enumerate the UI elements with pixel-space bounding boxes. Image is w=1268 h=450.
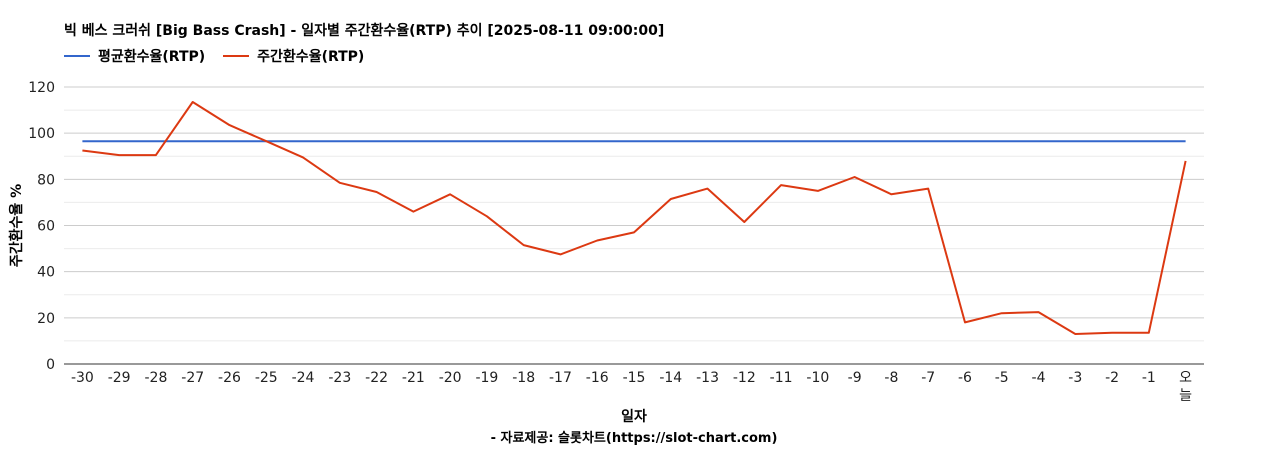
x-tick-label: -23: [328, 370, 351, 386]
x-tick-label: -21: [402, 370, 425, 386]
x-tick-label: -14: [659, 370, 682, 386]
legend-item-average[interactable]: 평균환수율(RTP): [64, 46, 205, 66]
x-tick-label: -22: [365, 370, 388, 386]
legend-swatch-average: [64, 55, 90, 57]
x-tick-label: -10: [806, 370, 829, 386]
legend-label-weekly: 주간환수율(RTP): [257, 49, 365, 65]
x-tick-label: -28: [144, 370, 167, 386]
x-tick-label: -15: [623, 370, 646, 386]
y-tick-label: 40: [37, 265, 55, 281]
x-tick-label: -13: [696, 370, 719, 386]
x-tick-label: -18: [512, 370, 535, 386]
x-tick-label: -26: [218, 370, 241, 386]
x-tick-label: -20: [439, 370, 462, 386]
x-tick-label: -27: [181, 370, 204, 386]
x-tick-label: -17: [549, 370, 572, 386]
y-tick-label: 20: [37, 311, 55, 327]
x-tick-label: -11: [770, 370, 793, 386]
y-axis-title: 주간환수율 %: [8, 184, 25, 267]
x-tick-label: -9: [848, 370, 862, 386]
x-tick-label: -3: [1068, 370, 1082, 386]
legend-swatch-weekly: [223, 55, 250, 57]
x-tick-label: -4: [1032, 370, 1046, 386]
x-tick-label: -16: [586, 370, 609, 386]
chart-title: 빅 베스 크러쉬 [Big Bass Crash] - 일자별 주간환수율(RT…: [64, 23, 665, 39]
x-tick-label: -1: [1142, 370, 1156, 386]
x-tick-label: -25: [255, 370, 278, 386]
x-tick-label: -2: [1105, 370, 1119, 386]
legend-label-average: 평균환수율(RTP): [98, 49, 206, 65]
y-tick-label: 60: [37, 219, 55, 235]
legend: 평균환수율(RTP) 주간환수율(RTP): [64, 46, 364, 66]
chart-footnote: - 자료제공: 슬롯차트(https://slot-chart.com): [491, 430, 778, 446]
x-tick-label: -19: [475, 370, 498, 386]
x-tick-label: -8: [884, 370, 898, 386]
x-tick-label: -5: [995, 370, 1009, 386]
y-tick-label: 80: [37, 172, 55, 188]
x-tick-label: -6: [958, 370, 972, 386]
series-line-weekly: [82, 101, 1187, 335]
legend-item-weekly[interactable]: 주간환수율(RTP): [223, 46, 364, 66]
x-axis-title: 일자: [621, 409, 647, 425]
y-tick-label: 0: [46, 357, 55, 373]
x-tick-label: -12: [733, 370, 756, 386]
x-tick-label: -7: [921, 370, 935, 386]
x-tick-label: -24: [292, 370, 315, 386]
x-tick-label: -29: [108, 370, 131, 386]
y-tick-label: 100: [28, 126, 55, 142]
y-tick-label: 120: [28, 80, 55, 96]
x-tick-label: -30: [71, 370, 94, 386]
